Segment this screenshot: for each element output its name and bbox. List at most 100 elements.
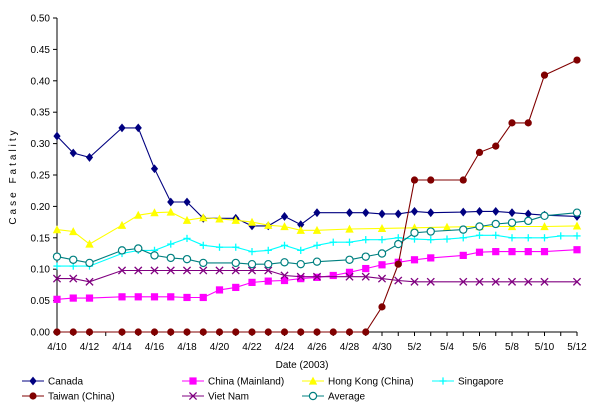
point-singapore: [248, 248, 256, 256]
point-average: [426, 227, 435, 236]
point-taiwan-china: [134, 328, 142, 336]
x-tick-label: 5/8: [505, 342, 519, 353]
y-tick-label: 0.20: [31, 202, 51, 213]
point-china-mainland: [573, 246, 581, 254]
point-taiwan-china: [248, 328, 256, 336]
point-viet-nam: [280, 271, 289, 280]
point-taiwan-china: [53, 328, 61, 336]
point-china-mainland: [150, 293, 159, 301]
point-canada: [297, 220, 305, 230]
point-viet-nam-b: [475, 277, 484, 286]
legend-marker: [189, 377, 197, 385]
point-taiwan-china: [118, 328, 126, 336]
point-average: [491, 219, 500, 229]
x-tick-label: 5/12: [567, 342, 587, 353]
point-viet-nam: [69, 274, 78, 283]
point-average: [572, 208, 582, 217]
point-viet-nam-b: [491, 277, 500, 286]
legend-label: Hong Kong (China): [328, 377, 414, 388]
point-viet-nam-b: [264, 266, 273, 275]
point-average: [117, 246, 127, 255]
point-china-mainland: [297, 275, 305, 283]
y-tick-label: 0.15: [31, 233, 51, 244]
x-tick-label: 5/4: [440, 342, 454, 353]
point-average: [69, 255, 78, 264]
point-viet-nam-b: [312, 272, 322, 281]
point-singapore: [199, 241, 207, 249]
point-viet-nam-b: [182, 266, 192, 275]
legend-marker: [308, 376, 318, 385]
point-singapore: [362, 236, 370, 244]
point-china-mainland: [427, 254, 435, 262]
point-china-mainland: [232, 283, 240, 292]
y-tick-label: 0.10: [31, 265, 51, 276]
y-axis-title: Case Fatality: [8, 127, 19, 224]
point-viet-nam-b: [361, 272, 370, 281]
point-taiwan-china: [329, 328, 337, 336]
y-tick-label: 0.05: [31, 296, 51, 307]
point-viet-nam: [524, 277, 533, 286]
point-viet-nam-b: [231, 266, 240, 275]
point-taiwan-china: [378, 303, 386, 311]
legend-label: Average: [328, 392, 366, 403]
point-viet-nam: [85, 277, 94, 286]
point-taiwan-china: [362, 328, 370, 336]
point-china-mainland: [69, 294, 77, 302]
point-viet-nam: [182, 266, 192, 275]
point-taiwan-china: [215, 328, 224, 336]
series-line-taiwan-china: [57, 59, 578, 333]
point-average: [345, 255, 354, 264]
point-viet-nam-b: [394, 276, 403, 285]
point-taiwan-china: [297, 328, 305, 336]
point-viet-nam-b: [52, 274, 62, 283]
y-tick-label: 0.30: [31, 139, 51, 150]
point-taiwan-china: [232, 328, 240, 336]
point-average: [377, 249, 387, 258]
point-viet-nam: [459, 277, 468, 286]
point-hong-kong-china: [52, 225, 62, 234]
point-canada: [167, 197, 175, 207]
point-hong-kong-china: [264, 220, 273, 229]
point-china-mainland: [215, 286, 224, 294]
legend-item-singapore: Singapore: [432, 377, 504, 388]
x-tick-label: 4/12: [80, 342, 100, 353]
point-viet-nam-b: [377, 274, 387, 283]
point-viet-nam: [361, 272, 370, 281]
point-average: [182, 254, 192, 264]
point-canada: [427, 208, 435, 218]
y-tick-label: 0.00: [31, 328, 51, 339]
point-singapore: [53, 262, 61, 270]
point-viet-nam: [394, 276, 403, 285]
x-tick-label: 4/24: [275, 342, 295, 353]
point-china-mainland: [264, 277, 272, 285]
point-taiwan-china: [394, 260, 402, 268]
point-hong-kong-china: [134, 210, 143, 219]
point-viet-nam: [572, 277, 582, 286]
point-china-mainland: [248, 278, 256, 286]
y-tick-label: 0.45: [31, 45, 51, 56]
legend-marker: [439, 377, 447, 385]
point-viet-nam: [150, 266, 159, 275]
point-average: [507, 218, 517, 227]
point-canada: [524, 209, 532, 219]
x-tick-label: 5/2: [408, 342, 422, 353]
y-tick-label: 0.50: [31, 14, 51, 25]
point-canada: [362, 208, 370, 218]
point-singapore: [427, 236, 435, 244]
point-average: [280, 258, 289, 267]
point-canada: [150, 164, 159, 174]
y-tick-label: 0.40: [31, 76, 51, 87]
point-average: [459, 225, 468, 234]
point-viet-nam: [377, 274, 387, 283]
point-hong-kong-china: [69, 227, 78, 236]
point-viet-nam: [215, 266, 224, 275]
point-canada: [410, 207, 419, 216]
point-taiwan-china: [150, 328, 159, 336]
legend-marker: [29, 376, 37, 386]
point-hong-kong-china: [280, 222, 289, 231]
point-taiwan-china: [492, 142, 500, 150]
point-viet-nam: [312, 272, 322, 281]
point-china-mainland: [508, 248, 516, 256]
point-hong-kong-china: [117, 220, 127, 229]
point-viet-nam-b: [85, 277, 94, 286]
